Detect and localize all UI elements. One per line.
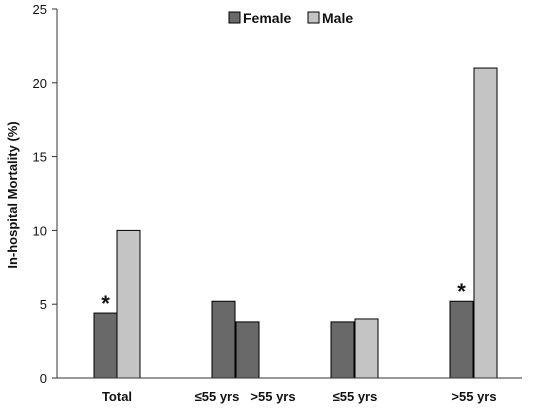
y-tick-label: 25 xyxy=(33,2,47,17)
y-axis-ticks: 0 5 10 15 20 25 xyxy=(33,2,57,386)
x-category-label: Total xyxy=(102,389,132,404)
x-category-label: >55 yrs xyxy=(250,389,295,404)
bar-female xyxy=(93,312,118,379)
legend-swatch-male xyxy=(307,11,320,24)
axes xyxy=(56,9,522,379)
significance-marker: * xyxy=(457,279,466,304)
bar-male xyxy=(116,229,141,379)
bar-female xyxy=(211,300,236,379)
annotations: * * xyxy=(101,279,466,316)
bar-male xyxy=(473,67,498,379)
legend-swatch-female xyxy=(228,11,241,24)
legend-label-female: Female xyxy=(243,10,291,26)
x-category-label: ≤55 yrs xyxy=(333,389,378,404)
x-category-label: >55 yrs xyxy=(451,389,496,404)
bar-female xyxy=(330,321,355,379)
legend: Female Male xyxy=(228,10,353,26)
bar-female xyxy=(235,321,260,379)
y-axis-title: In-hospital Mortality (%) xyxy=(5,121,20,268)
y-tick-label: 10 xyxy=(33,223,47,238)
bars xyxy=(93,67,498,379)
y-tick-label: 5 xyxy=(40,297,47,312)
y-tick-label: 20 xyxy=(33,76,47,91)
bar-female xyxy=(449,300,474,379)
category-labels: Total ≤55 yrs >55 yrs ≤55 yrs >55 yrs xyxy=(102,389,497,404)
y-tick-label: 15 xyxy=(33,150,47,165)
significance-marker: * xyxy=(101,291,110,316)
x-category-label: ≤55 yrs xyxy=(195,389,240,404)
y-tick-label: 0 xyxy=(40,371,47,386)
legend-label-male: Male xyxy=(322,10,353,26)
bar-male xyxy=(354,318,379,379)
